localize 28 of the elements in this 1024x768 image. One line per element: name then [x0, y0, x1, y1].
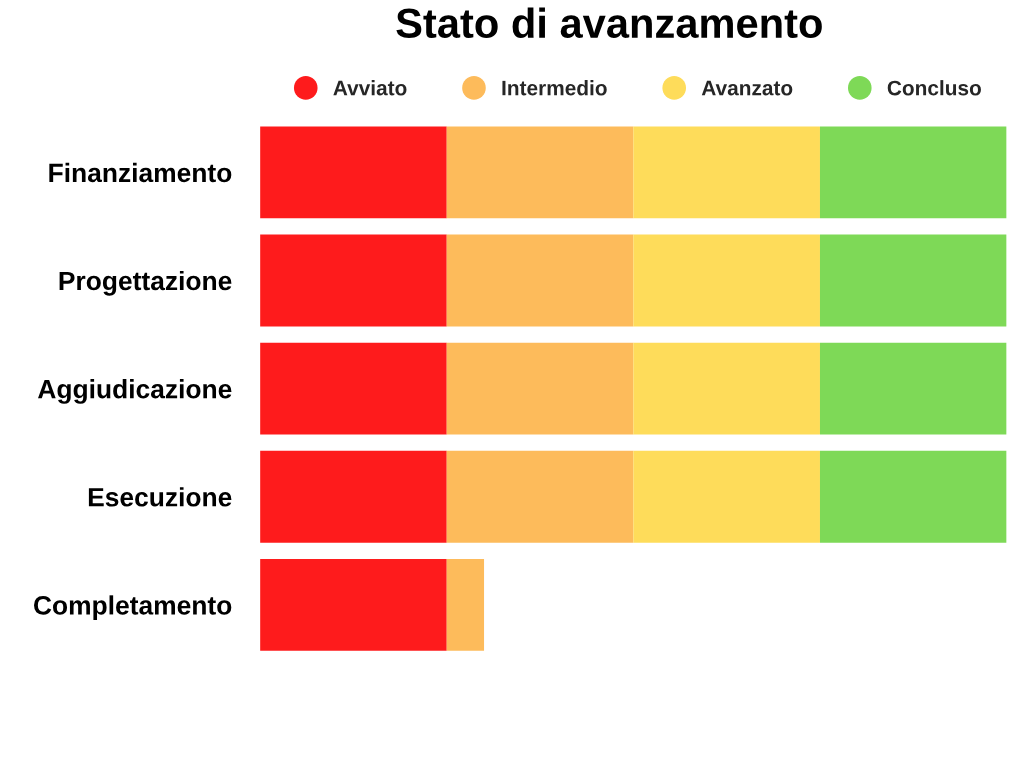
legend-label: Concluso [887, 80, 981, 96]
legend-label: Avanzato [701, 80, 793, 96]
chart-title: Stato di avanzamento [396, 7, 822, 39]
bar [260, 234, 447, 327]
bar [633, 450, 820, 543]
bar [260, 126, 447, 219]
bar [446, 558, 485, 651]
bar [446, 342, 634, 435]
y-tick-label: Finanziamento [49, 162, 232, 183]
bar [260, 342, 447, 435]
bar [260, 558, 447, 651]
y-tick-label: Completamento [34, 595, 232, 620]
legend-label: Intermedio [502, 80, 607, 96]
bar [446, 450, 634, 543]
bar [633, 342, 820, 435]
legend-label: Avviato [333, 80, 407, 96]
bar [633, 126, 820, 219]
bar [446, 126, 634, 219]
bar [819, 450, 1007, 543]
bar [633, 234, 820, 327]
y-tick-label: Aggiudicazione [38, 379, 232, 404]
y-tick-label: Esecuzione [88, 487, 232, 507]
bar [446, 234, 634, 327]
bar [819, 126, 1007, 219]
bar [819, 234, 1007, 327]
bar [819, 342, 1007, 435]
bar [260, 450, 447, 543]
y-tick-label: Progettazione [59, 270, 232, 296]
